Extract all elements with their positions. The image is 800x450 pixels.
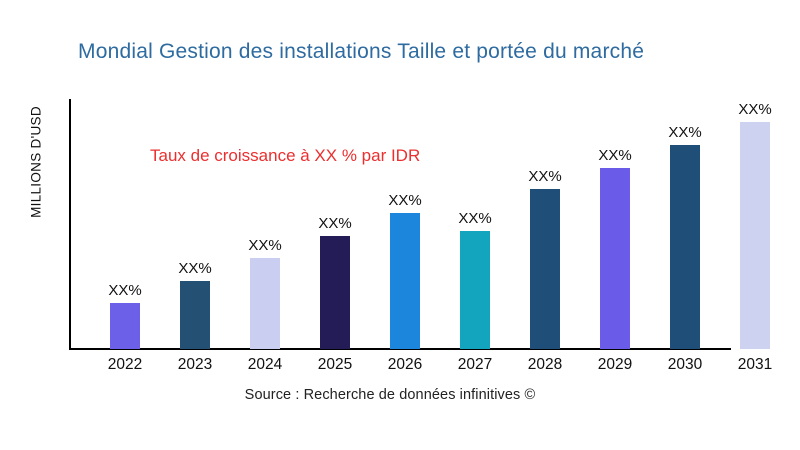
bar-2027 (460, 231, 490, 349)
x-tick-label-2022: 2022 (107, 356, 143, 373)
x-tick-label-2024: 2024 (247, 356, 283, 373)
x-tick-label-2029: 2029 (597, 356, 633, 373)
y-axis-line (69, 99, 71, 350)
bar-value-label-2025: XX% (318, 215, 352, 232)
x-tick-label-2025: 2025 (317, 356, 353, 373)
x-tick-label-2030: 2030 (667, 356, 703, 373)
bar-value-label-2027: XX% (458, 210, 492, 227)
bar-2031 (740, 122, 770, 349)
x-tick-label-2028: 2028 (527, 356, 563, 373)
growth-rate-annotation: Taux de croissance à XX % par IDR (150, 146, 421, 165)
bar-2030 (670, 145, 700, 349)
bar-2024 (250, 258, 280, 349)
bar-value-label-2024: XX% (248, 237, 282, 254)
bar-value-label-2022: XX% (108, 282, 142, 299)
x-tick-label-2023: 2023 (177, 356, 213, 373)
bar-2023 (180, 281, 210, 349)
x-axis-line (69, 348, 731, 350)
bar-2026 (390, 213, 420, 349)
bar-value-label-2030: XX% (668, 124, 702, 141)
bar-value-label-2023: XX% (178, 260, 212, 277)
bar-value-label-2031: XX% (738, 101, 772, 118)
bar-2029 (600, 168, 630, 349)
source-caption: Source : Recherche de données infinitive… (244, 387, 536, 403)
bar-value-label-2028: XX% (528, 168, 562, 185)
bar-2022 (110, 303, 140, 349)
x-tick-label-2031: 2031 (737, 356, 773, 373)
y-axis-label: MILLIONS D'USD (28, 106, 44, 218)
bar-value-label-2029: XX% (598, 147, 632, 164)
bar-2028 (530, 189, 560, 349)
bar-2025 (320, 236, 350, 349)
chart-title: Mondial Gestion des installations Taille… (78, 40, 645, 63)
x-tick-label-2027: 2027 (457, 356, 493, 373)
bar-value-label-2026: XX% (388, 192, 422, 209)
x-tick-label-2026: 2026 (387, 356, 423, 373)
